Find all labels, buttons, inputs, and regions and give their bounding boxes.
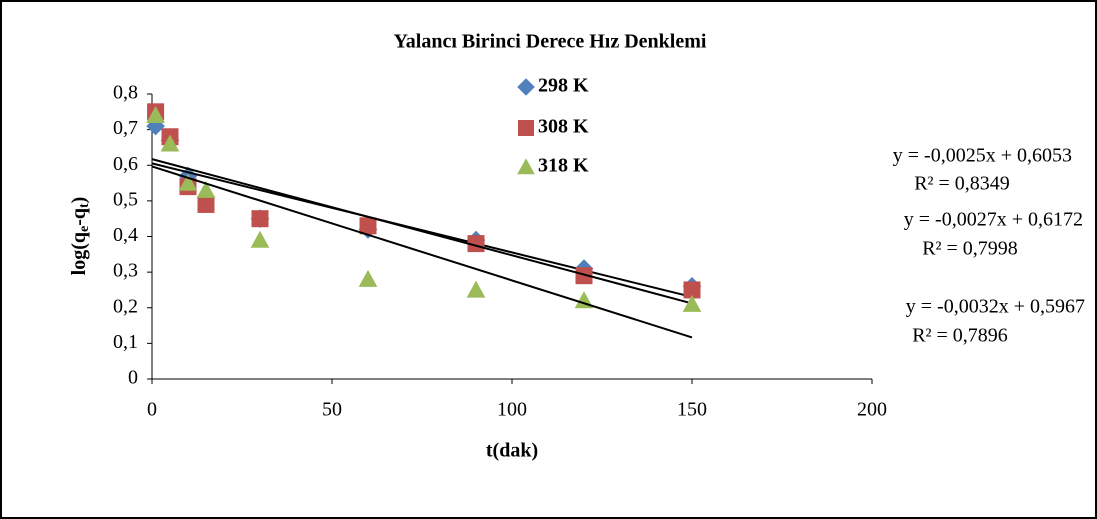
data-point xyxy=(683,281,701,299)
legend-label: 308 K xyxy=(538,116,589,138)
y-label-part: -q xyxy=(68,208,90,226)
y-tick-label: 0,8 xyxy=(113,82,138,104)
legend-marker xyxy=(517,158,535,175)
data-point xyxy=(467,235,485,253)
x-tick-label: 200 xyxy=(857,399,887,421)
trend-r-squared: R² = 0,7998 xyxy=(922,238,1018,260)
trend-equation: y = -0,0032x + 0,5967 xyxy=(906,296,1085,318)
data-point xyxy=(359,217,377,235)
y-label-part: log(q xyxy=(68,232,90,275)
y-label-sub: t xyxy=(77,203,92,208)
x-tick-label: 100 xyxy=(497,399,527,421)
y-tick-label: 0,2 xyxy=(113,295,138,317)
data-point xyxy=(197,195,215,213)
x-tick-label: 0 xyxy=(147,399,157,421)
data-point xyxy=(575,267,593,285)
y-tick-label: 0,3 xyxy=(113,260,138,282)
y-tick-label: 0,6 xyxy=(113,153,138,175)
legend-label: 298 K xyxy=(538,75,589,97)
y-label-part: ) xyxy=(68,197,90,204)
y-label-sub: e xyxy=(77,226,92,232)
data-point xyxy=(682,294,702,312)
x-tick-label: 50 xyxy=(322,399,342,421)
data-point xyxy=(466,280,486,298)
y-tick-label: 0,7 xyxy=(113,117,138,139)
legend-label: 318 K xyxy=(538,155,589,177)
y-tick-label: 0,4 xyxy=(113,224,138,246)
data-point xyxy=(358,269,378,287)
data-point xyxy=(251,210,269,228)
trend-r-squared: R² = 0,7896 xyxy=(912,325,1008,347)
trend-equation: y = -0,0027x + 0,6172 xyxy=(904,209,1083,231)
x-tick-label: 150 xyxy=(677,399,707,421)
data-point xyxy=(196,180,216,198)
y-tick-label: 0 xyxy=(128,367,138,389)
chart-title: Yalancı Birinci Derece Hız Denklemi xyxy=(394,31,707,53)
trendline xyxy=(151,165,693,339)
data-point xyxy=(146,106,165,124)
y-axis-label: log(qe-qt) xyxy=(68,197,93,276)
legend-marker xyxy=(518,120,534,136)
data-point xyxy=(178,173,198,191)
trend-equation: y = -0,0025x + 0,6053 xyxy=(893,145,1072,167)
trendline xyxy=(151,158,693,305)
trendline xyxy=(151,162,693,298)
data-point xyxy=(160,134,180,152)
x-axis-label: t(dak) xyxy=(486,440,538,462)
y-tick-label: 0,1 xyxy=(113,331,138,353)
y-tick-label: 0,5 xyxy=(113,188,138,210)
data-point xyxy=(250,230,270,248)
trend-r-squared: R² = 0,8349 xyxy=(914,173,1010,195)
legend-marker xyxy=(517,78,535,96)
